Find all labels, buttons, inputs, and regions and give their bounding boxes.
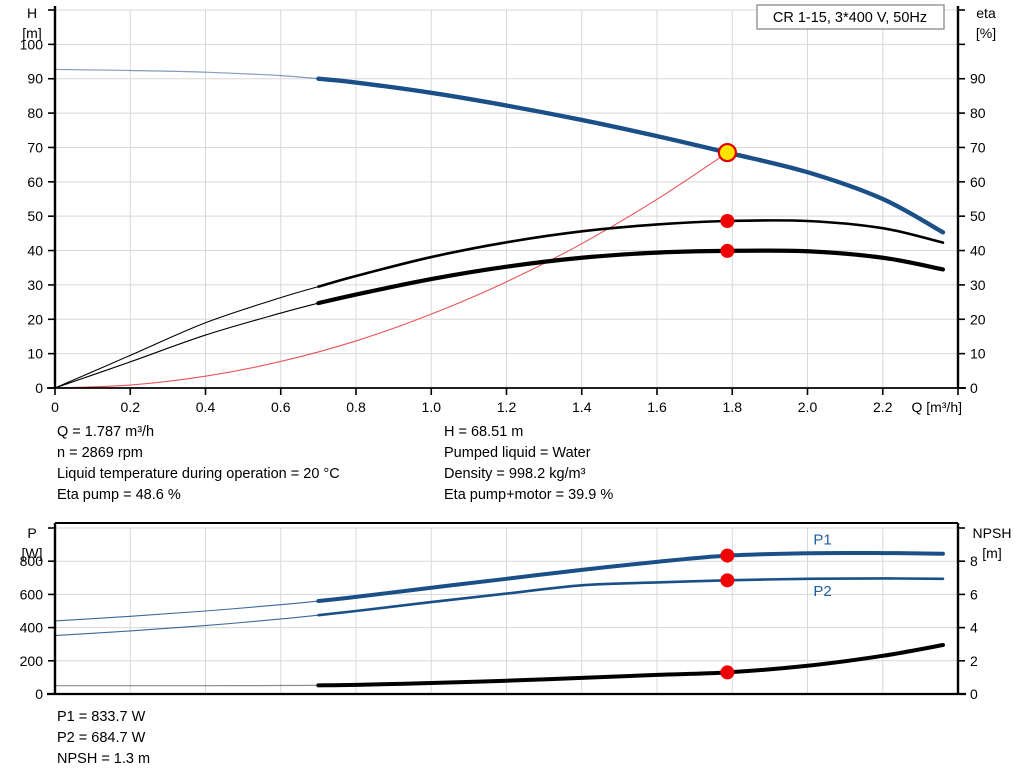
p2-curve-thin <box>54 614 319 637</box>
y-axis-title-right: [%] <box>976 25 996 41</box>
y-tick-label-right: 70 <box>970 139 986 155</box>
duty-point-dot[interactable] <box>720 243 735 258</box>
y-axis-title-right: NPSH <box>973 525 1012 541</box>
info-line-right: Density = 998.2 kg/m³ <box>444 466 586 482</box>
info-block-bottom: P1 = 833.7 W P2 = 684.7 W NPSH = 1.3 m <box>57 709 150 767</box>
x-tick-label: 1.8 <box>723 399 743 415</box>
duty-point-dot[interactable] <box>720 665 735 680</box>
y-tick-label-right: 4 <box>970 620 978 636</box>
bottom-axes: 0 200 400 600 800 0 2 4 6 8 P [W] NPSH [m] <box>20 522 1012 702</box>
duty-point-dot[interactable] <box>720 548 735 563</box>
y-tick-label-right: 0 <box>970 686 978 702</box>
p1-curve-thin <box>54 600 319 622</box>
p2-curve-thick <box>317 577 945 617</box>
y-axis-title-left: [m] <box>22 25 41 41</box>
y-axis-title-right: [m] <box>982 545 1001 561</box>
p1-curve-label: P1 <box>813 532 831 549</box>
head-curve-thick <box>316 76 946 235</box>
y-tick-label-left: 40 <box>27 243 43 259</box>
y-tick-label-left: 30 <box>27 277 43 293</box>
y-tick-label-right: 20 <box>970 311 986 327</box>
y-axis-title-right: eta <box>976 5 996 21</box>
y-tick-label-left: 80 <box>27 105 43 121</box>
y-tick-label-left: 800 <box>20 553 44 569</box>
y-tick-label-left: 60 <box>27 174 43 190</box>
x-tick-label: 0 <box>51 399 59 415</box>
p1-curve-thick <box>316 550 945 604</box>
y-tick-label-left: 0 <box>35 686 43 702</box>
title-box-frame <box>756 4 945 30</box>
info-line-left: Liquid temperature during operation = 20… <box>57 466 340 482</box>
x-axis-title: Q [m³/h] <box>911 399 962 415</box>
y-tick-label-left: 20 <box>27 311 43 327</box>
bottom-duty-points <box>720 548 735 680</box>
x-tick-label: 0.4 <box>196 399 216 415</box>
y-tick-label-left: 200 <box>20 653 44 669</box>
x-tick-label: 2.2 <box>873 399 893 415</box>
y-tick-label-right: 2 <box>970 653 978 669</box>
y-tick-label-left: 90 <box>27 71 43 87</box>
info-line-left: Eta pump = 48.6 % <box>57 487 181 503</box>
head-efficiency-chart: 0 10 20 30 40 50 60 70 80 90 100 0 10 20 30 40 50 60 70 80 9… <box>20 4 996 415</box>
y-axis-title-left: P <box>27 525 36 541</box>
head-curve-thin <box>54 68 319 80</box>
y-tick-label-right: 30 <box>970 277 986 293</box>
duty-point-marker[interactable] <box>717 142 737 163</box>
y-tick-label-right: 50 <box>970 208 986 224</box>
p2-curve-label: P2 <box>813 583 831 600</box>
eta-pump-motor-curve-thick <box>316 248 946 306</box>
power-npsh-chart: P1 P2 0 200 400 600 800 0 2 4 6 8 P [W] NPSH [m] <box>20 522 1012 702</box>
top-grid <box>55 9 959 389</box>
bottom-curve-labels: P1 P2 <box>813 532 831 600</box>
x-tick-label: 0.2 <box>121 399 141 415</box>
bottom-curves <box>54 550 945 688</box>
x-tick-label: 1.2 <box>497 399 517 415</box>
y-tick-label-left: 600 <box>20 586 44 602</box>
y-tick-label-left: 10 <box>27 346 43 362</box>
x-tick-label: 0.6 <box>271 399 291 415</box>
system-curve <box>54 152 728 389</box>
y-tick-label-right: 60 <box>970 174 986 190</box>
y-tick-label-right: 0 <box>970 380 978 396</box>
info-block-top: Q = 1.787 m³/h n = 2869 rpm Liquid tempera… <box>57 424 613 503</box>
duty-point-dot[interactable] <box>720 213 735 228</box>
info-line-right: Pumped liquid = Water <box>444 445 591 461</box>
y-tick-label-left: 70 <box>27 139 43 155</box>
x-tick-label: 1.6 <box>647 399 667 415</box>
npsh-curve-thick <box>316 643 945 688</box>
y-axis-title-left: [W] <box>22 545 43 561</box>
info-line-left: n = 2869 rpm <box>57 445 143 461</box>
info-line: P2 = 684.7 W <box>57 730 146 746</box>
y-tick-label-right: 80 <box>970 105 986 121</box>
y-tick-label-left: 400 <box>20 620 44 636</box>
title-label: CR 1-15, 3*400 V, 50Hz <box>773 10 927 26</box>
x-tick-label: 2.0 <box>798 399 818 415</box>
info-line: NPSH = 1.3 m <box>57 751 150 767</box>
top-curves <box>54 68 946 389</box>
y-tick-label-left: 100 <box>20 36 44 52</box>
duty-point-dot[interactable] <box>720 573 735 588</box>
eta-pump-curve-thin <box>54 286 319 389</box>
info-line-left: Q = 1.787 m³/h <box>57 424 154 440</box>
eta-pump-curve-thick <box>317 219 945 288</box>
x-tick-label: 1.0 <box>422 399 442 415</box>
y-tick-label-right: 8 <box>970 553 978 569</box>
top-axes: 0 10 20 30 40 50 60 70 80 90 100 0 10 20 30 40 50 60 70 80 9… <box>20 5 996 415</box>
y-tick-label-left: 50 <box>27 208 43 224</box>
title-box: CR 1-15, 3*400 V, 50Hz <box>756 4 945 30</box>
y-tick-label-right: 90 <box>970 71 986 87</box>
info-line-right: Eta pump+motor = 39.9 % <box>444 487 613 503</box>
y-axis-title-left: H <box>27 5 37 21</box>
y-tick-label-right: 40 <box>970 243 986 259</box>
y-tick-label-right: 6 <box>970 586 978 602</box>
eta-pump-motor-curve-thin <box>54 302 319 389</box>
x-tick-label: 0.8 <box>346 399 366 415</box>
top-duty-points <box>717 142 737 258</box>
y-tick-label-right: 10 <box>970 346 986 362</box>
x-tick-label: 1.4 <box>572 399 592 415</box>
y-tick-label-left: 0 <box>35 380 43 396</box>
info-line-right: H = 68.51 m <box>444 424 523 440</box>
info-line: P1 = 833.7 W <box>57 709 146 725</box>
